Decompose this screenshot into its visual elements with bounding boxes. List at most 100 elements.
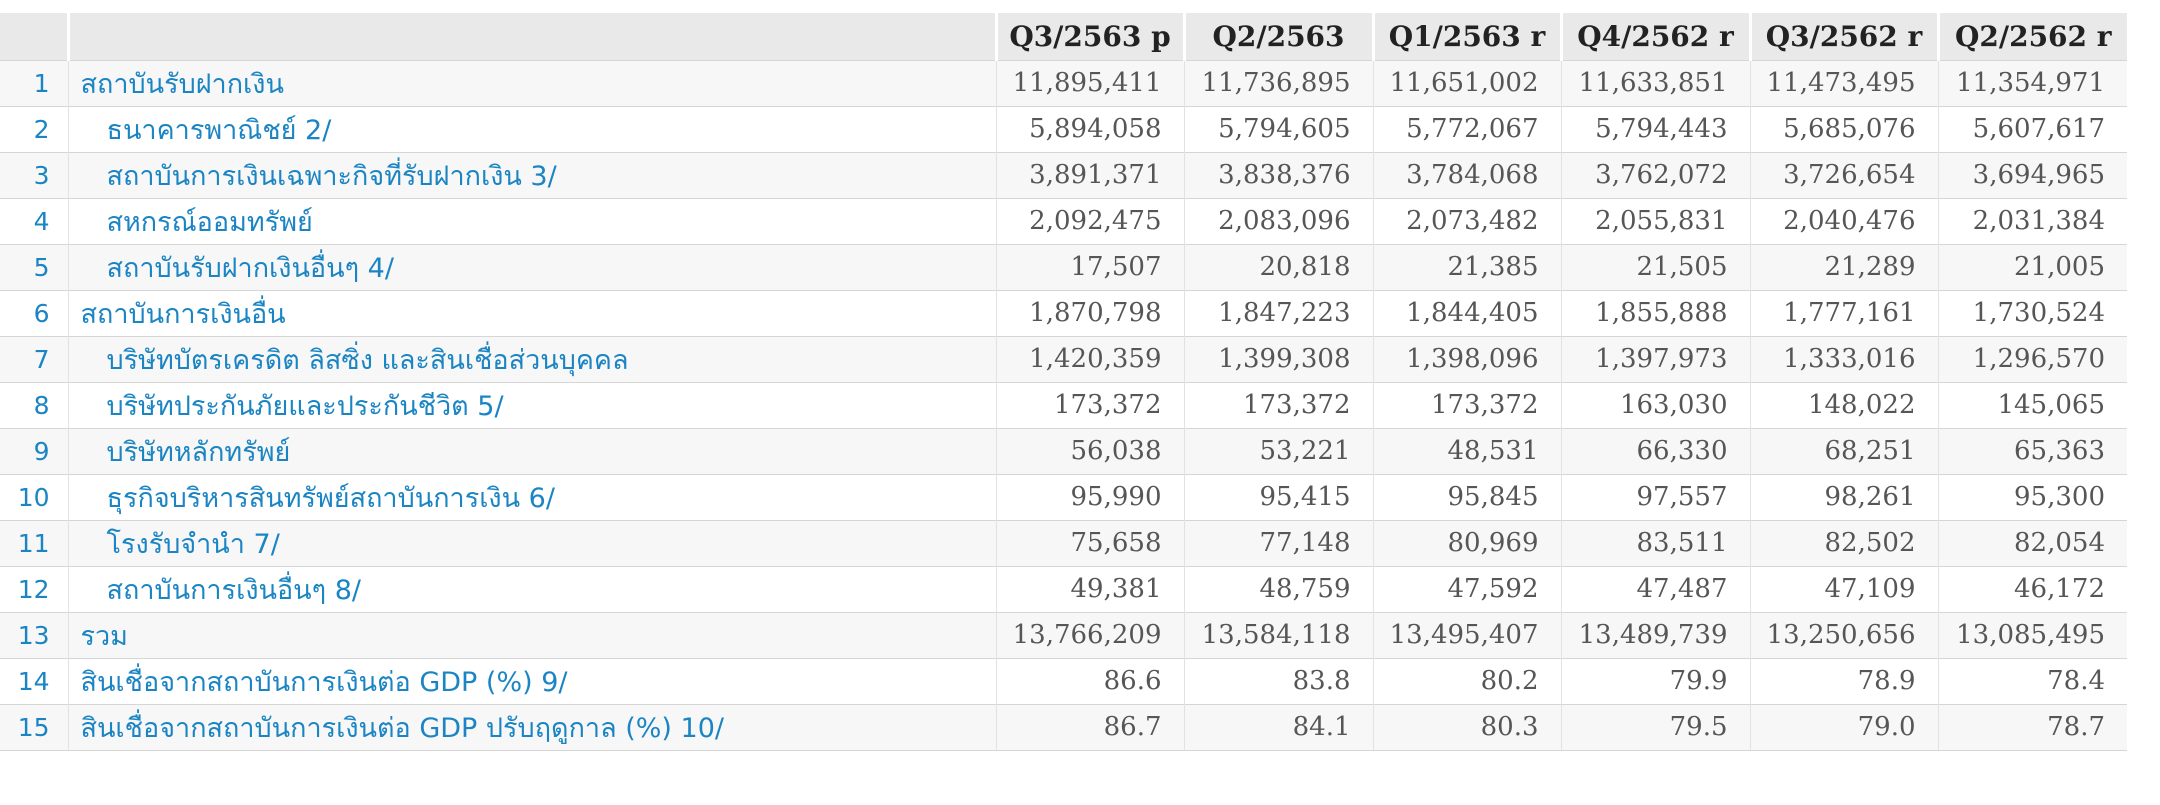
value-cell: 2,073,482: [1372, 197, 1561, 244]
column-header-quarter: Q2/2562 r: [1936, 13, 2127, 60]
series-label-link[interactable]: สินเชื่อจากสถาบันการเงินต่อ GDP (%) 9/: [67, 657, 996, 704]
table-row: 13 รวม 13,766,209 13,584,118 13,495,407 13,48…: [0, 611, 2127, 658]
value-cell: 3,726,654: [1749, 151, 1938, 198]
value-cell: 66,330: [1560, 427, 1750, 474]
value-cell: 79.9: [1560, 657, 1750, 704]
series-label-link[interactable]: สินเชื่อจากสถาบันการเงินต่อ GDP ปรับฤดูก…: [67, 703, 996, 751]
value-cell: 1,399,308: [1183, 335, 1373, 382]
value-cell: 82,502: [1749, 519, 1938, 566]
header-row: Q3/2563 p Q2/2563 Q1/2563 r Q4/2562 r Q3/256…: [0, 13, 2127, 60]
series-label-link[interactable]: รวม: [67, 611, 996, 658]
value-cell: 82,054: [1937, 519, 2127, 566]
value-cell: 95,990: [995, 473, 1184, 520]
value-cell: 77,148: [1183, 519, 1373, 566]
value-cell: 1,844,405: [1372, 289, 1561, 336]
value-cell: 95,300: [1937, 473, 2127, 520]
header-cell-rownum-empty: [0, 13, 68, 60]
value-cell: 3,694,965: [1937, 151, 2127, 198]
row-number: 4: [0, 197, 68, 244]
value-cell: 163,030: [1560, 381, 1750, 428]
value-cell: 75,658: [995, 519, 1184, 566]
value-cell: 3,762,072: [1560, 151, 1750, 198]
value-cell: 145,065: [1937, 381, 2127, 428]
series-label-link[interactable]: สถาบันรับฝากเงินอื่นๆ 4/: [67, 243, 996, 290]
value-cell: 148,022: [1749, 381, 1938, 428]
value-cell: 17,507: [995, 243, 1184, 290]
value-cell: 83,511: [1560, 519, 1750, 566]
value-cell: 79.5: [1560, 703, 1750, 751]
value-cell: 78.4: [1937, 657, 2127, 704]
series-label-link[interactable]: ธนาคารพาณิชย์ 2/: [67, 105, 996, 152]
table-row: 8 บริษัทประกันภัยและประกันชีวิต 5/173,372…: [0, 381, 2127, 428]
value-cell: 5,685,076: [1749, 105, 1938, 152]
value-cell: 65,363: [1937, 427, 2127, 474]
value-cell: 13,489,739: [1560, 611, 1750, 658]
value-cell: 1,777,161: [1749, 289, 1938, 336]
series-label-link[interactable]: สถาบันการเงินอื่นๆ 8/: [67, 565, 996, 612]
series-label-link[interactable]: สหกรณ์ออมทรัพย์: [67, 197, 996, 244]
row-number: 3: [0, 151, 68, 198]
series-label-link[interactable]: สถาบันการเงินเฉพาะกิจที่รับฝากเงิน 3/: [67, 151, 996, 198]
series-label-link[interactable]: สถาบันรับฝากเงิน: [67, 59, 996, 106]
table-row: 6 สถาบันการเงินอื่น 1,870,798 1,847,223 1,84…: [0, 289, 2127, 336]
series-label-link[interactable]: บริษัทหลักทรัพย์: [67, 427, 996, 474]
value-cell: 11,633,851: [1560, 59, 1750, 106]
series-label-link[interactable]: สถาบันการเงินอื่น: [67, 289, 996, 336]
value-cell: 5,794,443: [1560, 105, 1750, 152]
value-cell: 5,794,605: [1183, 105, 1373, 152]
header-cell-label-empty: [66, 13, 996, 60]
value-cell: 11,895,411: [995, 59, 1184, 106]
value-cell: 47,487: [1560, 565, 1750, 612]
value-cell: 1,855,888: [1560, 289, 1750, 336]
value-cell: 49,381: [995, 565, 1184, 612]
value-cell: 11,354,971: [1937, 59, 2127, 106]
table-row: 15 สินเชื่อจากสถาบันการเงินต่อ GDP ปรับฤด…: [0, 703, 2127, 751]
series-label-link[interactable]: ธุรกิจบริหารสินทรัพย์สถาบันการเงิน 6/: [67, 473, 996, 520]
series-label-link[interactable]: บริษัทบัตรเครดิต ลิสซิ่ง และสินเชื่อส่วน…: [67, 335, 996, 382]
value-cell: 1,730,524: [1937, 289, 2127, 336]
value-cell: 1,870,798: [995, 289, 1184, 336]
row-number: 15: [0, 703, 68, 751]
value-cell: 2,031,384: [1937, 197, 2127, 244]
value-cell: 13,766,209: [995, 611, 1184, 658]
value-cell: 1,296,570: [1937, 335, 2127, 382]
row-number: 5: [0, 243, 68, 290]
table-row: 12 สถาบันการเงินอื่นๆ 8/49,381 48,759 47,59…: [0, 565, 2127, 612]
value-cell: 83.8: [1183, 657, 1373, 704]
table-row: 3 สถาบันการเงินเฉพาะกิจที่รับฝากเงิน 3/3,…: [0, 151, 2127, 198]
value-cell: 173,372: [1183, 381, 1373, 428]
value-cell: 53,221: [1183, 427, 1373, 474]
series-label-link[interactable]: โรงรับจำนำ 7/: [67, 519, 996, 566]
row-number: 6: [0, 289, 68, 336]
table-row: 14 สินเชื่อจากสถาบันการเงินต่อ GDP (%) 9/…: [0, 657, 2127, 704]
value-cell: 5,607,617: [1937, 105, 2127, 152]
value-cell: 95,845: [1372, 473, 1561, 520]
value-cell: 68,251: [1749, 427, 1938, 474]
series-label-link[interactable]: บริษัทประกันภัยและประกันชีวิต 5/: [67, 381, 996, 428]
value-cell: 80,969: [1372, 519, 1561, 566]
value-cell: 13,584,118: [1183, 611, 1373, 658]
value-cell: 11,651,002: [1372, 59, 1561, 106]
table-row: 2 ธนาคารพาณิชย์ 2/5,894,058 5,794,605 5,772…: [0, 105, 2127, 152]
statistics-table: Q3/2563 p Q2/2563 Q1/2563 r Q4/2562 r Q3/256…: [0, 13, 2127, 751]
value-cell: 2,092,475: [995, 197, 1184, 244]
row-number: 12: [0, 565, 68, 612]
value-cell: 46,172: [1937, 565, 2127, 612]
table-row: 10 ธุรกิจบริหารสินทรัพย์สถาบันการเงิน 6/9…: [0, 473, 2127, 520]
row-number: 1: [0, 59, 68, 106]
value-cell: 173,372: [1372, 381, 1561, 428]
value-cell: 48,531: [1372, 427, 1561, 474]
row-number: 11: [0, 519, 68, 566]
table-row: 4 สหกรณ์ออมทรัพย์ 2,092,475 2,083,096 2,073,…: [0, 197, 2127, 244]
value-cell: 21,005: [1937, 243, 2127, 290]
value-cell: 2,083,096: [1183, 197, 1373, 244]
value-cell: 1,333,016: [1749, 335, 1938, 382]
value-cell: 13,085,495: [1937, 611, 2127, 658]
value-cell: 1,398,096: [1372, 335, 1561, 382]
value-cell: 21,505: [1560, 243, 1750, 290]
value-cell: 84.1: [1183, 703, 1373, 751]
table-row: 11 โรงรับจำนำ 7/75,658 77,148 80,969 83,511 8…: [0, 519, 2127, 566]
value-cell: 21,289: [1749, 243, 1938, 290]
value-cell: 3,891,371: [995, 151, 1184, 198]
row-number: 9: [0, 427, 68, 474]
